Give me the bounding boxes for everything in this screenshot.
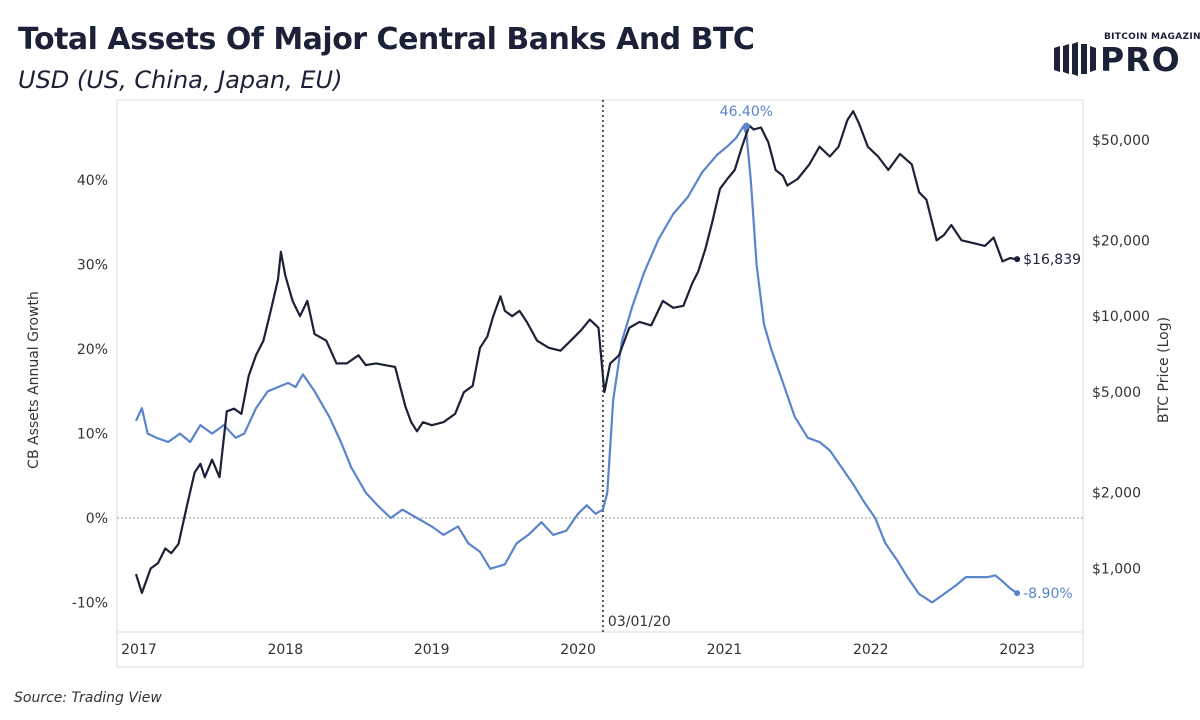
y-left-tick-label: 40%	[77, 173, 108, 189]
y-left-tick-label: 30%	[77, 258, 108, 274]
event-reference-label: 03/01/20	[608, 614, 671, 630]
x-tick-label: 2020	[560, 642, 596, 658]
brand-logo: BITCOIN MAGAZINE PRO	[1052, 32, 1200, 80]
y-right-axis-label: BTC Price (Log)	[1156, 317, 1172, 423]
y-left-tick-label: 0%	[86, 511, 108, 527]
y-left-axis-label: CB Assets Annual Growth	[26, 291, 42, 469]
peak-marker	[742, 122, 750, 130]
x-tick-label: 2017	[121, 642, 157, 658]
y-left-tick-label: -10%	[72, 595, 108, 611]
page-subtitle: USD (US, China, Japan, EU)	[18, 66, 343, 94]
x-tick-label: 2018	[267, 642, 303, 658]
x-tick-label: 2019	[414, 642, 450, 658]
x-tick-label: 2023	[999, 642, 1035, 658]
logo-mark-icon	[1054, 42, 1096, 76]
data-annotation-label: $16,839	[1023, 252, 1081, 268]
cb-growth-line	[135, 125, 1018, 604]
btc-price-line-end-marker	[1014, 256, 1021, 263]
cb-growth-line-end-marker	[1014, 590, 1021, 597]
y-left-tick-label: 20%	[77, 342, 108, 358]
logo-big-text: PRO	[1100, 40, 1181, 79]
plot-frame	[116, 99, 1084, 668]
data-annotation-label: 46.40%	[720, 104, 773, 120]
y-right-tick-label: $5,000	[1092, 385, 1141, 401]
data-annotation-label: -8.90%	[1023, 586, 1073, 602]
y-right-tick-label: $2,000	[1092, 486, 1141, 502]
y-right-tick-label: $50,000	[1092, 133, 1150, 149]
logo-small-text: BITCOIN MAGAZINE	[1104, 32, 1200, 42]
y-right-tick-label: $20,000	[1092, 233, 1150, 249]
source-note: Source: Trading View	[14, 690, 162, 706]
y-right-tick-label: $1,000	[1092, 561, 1141, 577]
x-tick-label: 2022	[853, 642, 889, 658]
page-title: Total Assets Of Major Central Banks And …	[18, 22, 755, 57]
x-tick-label: 2021	[707, 642, 743, 658]
y-right-tick-label: $10,000	[1092, 309, 1150, 325]
y-left-tick-label: 10%	[77, 427, 108, 443]
btc-price-line	[134, 110, 1018, 595]
